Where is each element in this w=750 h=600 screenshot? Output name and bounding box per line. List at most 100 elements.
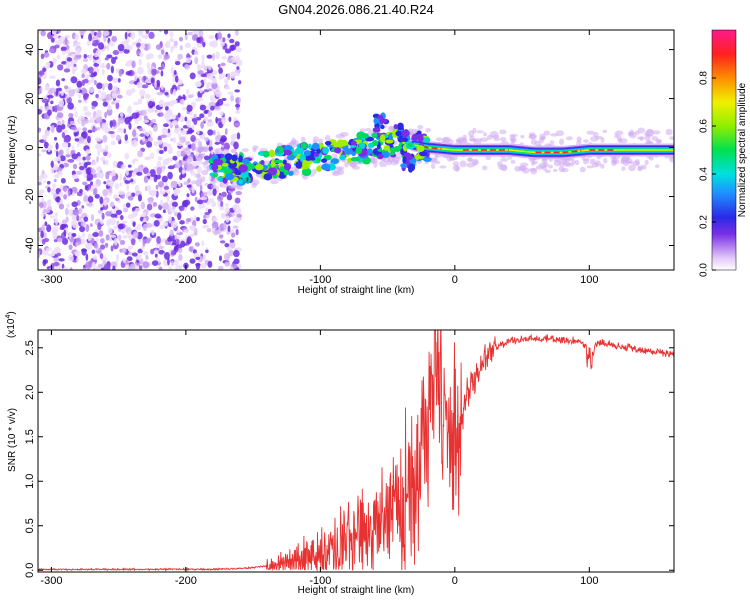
spectral-blob — [187, 31, 194, 36]
spectral-blob — [161, 175, 168, 183]
spectral-blob — [69, 267, 73, 270]
spectral-blob — [166, 157, 173, 163]
spectral-blob — [43, 180, 47, 184]
spectral-blob — [206, 121, 214, 127]
spectral-blob — [158, 99, 165, 108]
spectral-blob — [71, 153, 78, 160]
colorbar: 0.0 0.2 0.4 0.6 0.8 Normalized spectral ampl… — [699, 29, 748, 277]
spectral-blob — [233, 216, 241, 223]
spectral-blob — [65, 45, 70, 50]
spectral-blob — [121, 40, 129, 46]
spectral-blob — [83, 53, 88, 59]
spectral-blob — [106, 108, 113, 116]
spectral-halo — [532, 160, 539, 165]
spectral-blob — [85, 261, 92, 270]
spectral-blob — [202, 218, 207, 225]
spectral-blob — [179, 136, 186, 144]
spectral-blob — [119, 112, 124, 117]
spectral-blob — [86, 40, 92, 47]
spectral-blob — [192, 249, 197, 254]
spectral-blob — [186, 88, 190, 95]
spectral-blob — [79, 30, 85, 36]
snr-series-line — [38, 330, 674, 572]
spectral-blob — [93, 161, 97, 166]
spectral-blob — [204, 136, 209, 142]
spectral-blob — [207, 260, 213, 268]
spectral-blob — [111, 35, 118, 43]
spectral-blob — [147, 136, 154, 142]
spectral-blob — [163, 252, 170, 260]
spectral-blob — [154, 213, 162, 219]
spectral-blob — [105, 211, 112, 217]
spectral-blob — [114, 183, 120, 190]
spectral-blob — [144, 33, 149, 40]
spectral-plume — [398, 135, 403, 141]
spectral-blob — [76, 170, 83, 175]
spectral-blob — [116, 253, 120, 262]
spectral-blob — [82, 106, 88, 112]
spectral-blob — [54, 136, 58, 141]
spectral-blob — [156, 91, 164, 96]
spectral-blob — [191, 187, 195, 194]
spectral-blob — [81, 68, 88, 75]
spectral-blob — [61, 131, 66, 139]
spectral-blob — [221, 56, 227, 60]
spectral-blob — [53, 239, 58, 243]
spectral-clump — [366, 148, 373, 154]
spectral-blob — [169, 229, 174, 237]
spectral-blob — [56, 54, 61, 60]
colorbar-tick-label: 0.0 — [699, 263, 710, 277]
spectral-blob — [115, 101, 120, 110]
spectral-blob — [171, 260, 174, 266]
spectral-blob — [223, 142, 230, 151]
spectral-blob — [49, 215, 55, 219]
spectral-blob — [85, 167, 92, 175]
spectral-blob — [205, 249, 209, 254]
spectral-clump — [223, 168, 233, 174]
spectral-clump — [267, 167, 278, 176]
spectral-blob — [137, 30, 144, 35]
spectral-blob — [121, 220, 128, 224]
spectral-halo — [500, 136, 507, 142]
spectral-blob — [163, 54, 170, 60]
spectral-clump — [221, 162, 229, 167]
spectral-blob — [96, 82, 103, 90]
snr-x-axis-label: Height of straight line (km) — [298, 585, 415, 596]
spectral-blob — [180, 129, 187, 135]
spectral-blob — [81, 119, 86, 127]
spectral-blob — [100, 91, 107, 100]
spectral-blob — [136, 171, 143, 176]
spectral-blob — [137, 98, 143, 105]
spectral-blob — [206, 81, 212, 87]
spectral-blob — [188, 225, 195, 230]
spectral-blob — [140, 95, 145, 100]
spectral-blob — [224, 207, 230, 214]
spectral-clump — [273, 159, 284, 164]
spectral-blob — [104, 111, 108, 119]
spectral-blob — [223, 103, 231, 107]
spectral-blob — [117, 78, 121, 83]
spectral-clump — [286, 154, 296, 161]
spectral-blob — [220, 62, 226, 67]
spectral-blob — [47, 109, 52, 116]
spectral-blob — [219, 200, 224, 207]
spectral-clump — [344, 148, 353, 155]
y-tick-label: 2.5 — [24, 340, 36, 355]
spectral-blob — [132, 129, 137, 138]
spectral-blob — [113, 225, 118, 230]
spectral-blob — [120, 215, 124, 221]
spectral-blob — [234, 109, 241, 114]
spectral-blob — [115, 134, 121, 142]
spectral-blob — [158, 266, 163, 270]
spectral-blob — [217, 32, 223, 40]
spectral-halo — [544, 169, 551, 174]
spectral-blob — [73, 63, 77, 67]
spectral-halo — [201, 161, 208, 166]
spectral-blob — [211, 40, 218, 48]
spectral-blob — [97, 263, 104, 268]
spectral-blob — [225, 86, 231, 90]
spectral-blob — [196, 37, 201, 44]
spectral-blob — [56, 252, 62, 257]
spectral-halo — [621, 166, 626, 171]
spectral-blob — [173, 139, 176, 143]
